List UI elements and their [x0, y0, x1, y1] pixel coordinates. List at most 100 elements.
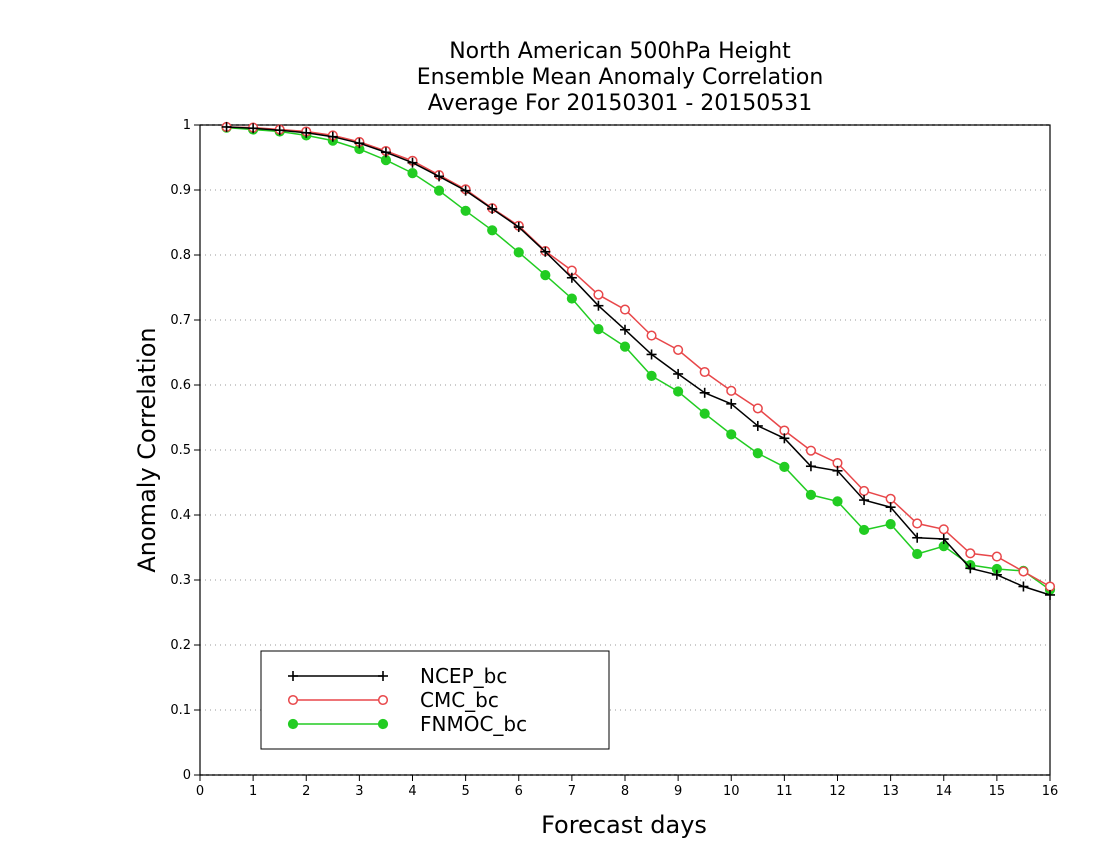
- open-circle-marker: [377, 694, 389, 706]
- plus-marker: [301, 127, 312, 138]
- filled-circle-marker: [805, 489, 817, 500]
- plus-marker: [620, 324, 630, 335]
- open-circle-marker: [991, 551, 1002, 562]
- x-tick-label: 15: [989, 784, 1006, 799]
- grid-lines: [200, 189, 1050, 711]
- open-circle-marker: [938, 524, 949, 535]
- filled-circle-marker: [566, 293, 577, 304]
- y-tick-label: 0.6: [170, 378, 191, 393]
- y-tick-label: 0.2: [170, 638, 191, 653]
- filled-circle-marker: [726, 429, 737, 440]
- chart-title-line-3: Average For 20150301 - 20150531: [428, 91, 813, 116]
- y-tick-label: 0: [183, 768, 191, 783]
- open-circle-marker: [885, 493, 896, 504]
- open-circle-marker: [287, 694, 299, 706]
- filled-circle-marker: [593, 324, 604, 335]
- filled-circle-marker: [912, 548, 923, 560]
- x-tick-label: 16: [1042, 784, 1059, 799]
- open-circle-marker: [619, 304, 631, 315]
- plus-marker: [288, 671, 298, 681]
- legend-entry: FNMOC_bc: [287, 712, 527, 736]
- series-cmc-bc: [221, 121, 1056, 592]
- plus-marker: [593, 300, 604, 311]
- x-tick-label: 4: [408, 784, 416, 799]
- y-tick-label: 0.9: [170, 183, 191, 198]
- legend-label: FNMOC_bc: [420, 712, 527, 736]
- series-line: [226, 126, 1051, 591]
- y-tick-label: 0.7: [170, 313, 191, 328]
- plus-marker: [434, 171, 445, 182]
- series-fnmoc-bc: [221, 122, 1056, 595]
- plus-marker: [912, 532, 923, 543]
- plus-marker: [540, 246, 551, 257]
- plus-marker: [699, 387, 710, 398]
- x-tick-label: 6: [515, 784, 523, 799]
- open-circle-marker: [593, 289, 604, 300]
- plus-marker: [407, 157, 418, 168]
- open-circle-marker: [912, 518, 923, 529]
- plus-marker: [646, 349, 657, 360]
- filled-circle-marker: [858, 524, 870, 536]
- filled-circle-marker: [646, 370, 657, 381]
- plus-marker: [805, 461, 816, 472]
- legend-entry: NCEP_bc: [288, 664, 507, 688]
- series-line: [226, 126, 1051, 596]
- open-circle-marker: [859, 485, 870, 497]
- chart-title-line-1: North American 500hPa Height: [449, 39, 791, 64]
- open-circle-marker: [1044, 581, 1056, 592]
- x-tick-label: 9: [674, 784, 682, 799]
- axis-ticks: 00.10.20.30.40.50.60.70.80.910 1 2 3 4 5 6 7 8 9 1…: [170, 118, 1058, 799]
- legend-label: NCEP_bc: [420, 664, 507, 688]
- open-circle-marker: [805, 445, 816, 456]
- x-tick-label: 2: [302, 784, 310, 799]
- filled-circle-marker: [832, 496, 843, 507]
- plus-marker: [832, 465, 843, 476]
- x-axis-title: Forecast days: [541, 811, 707, 839]
- filled-circle-marker: [540, 270, 551, 281]
- plus-marker: [752, 420, 763, 431]
- plus-marker: [885, 502, 896, 513]
- filled-circle-marker: [752, 448, 763, 459]
- filled-circle-marker: [433, 185, 445, 196]
- x-tick-label: 3: [355, 784, 363, 799]
- plus-marker: [380, 147, 391, 158]
- x-tick-label: 12: [829, 784, 846, 799]
- filled-circle-marker: [407, 168, 418, 179]
- plus-marker: [673, 368, 684, 379]
- x-tick-label: 8: [621, 784, 629, 799]
- filled-circle-marker: [487, 225, 498, 236]
- filled-circle-marker: [513, 247, 524, 258]
- plus-marker: [460, 185, 471, 196]
- filled-circle-marker: [673, 386, 684, 397]
- filled-circle-marker: [885, 519, 896, 530]
- legend-entry: CMC_bc: [287, 688, 499, 712]
- x-tick-label: 14: [935, 784, 952, 799]
- plus-marker: [566, 272, 577, 283]
- y-tick-label: 0.3: [170, 573, 191, 588]
- open-circle-marker: [673, 344, 684, 355]
- open-circle-marker: [965, 548, 976, 559]
- plus-marker: [938, 534, 949, 545]
- plus-marker: [1018, 581, 1029, 592]
- y-tick-label: 0.5: [170, 443, 191, 458]
- chart-title-line-2: Ensemble Mean Anomaly Correlation: [417, 65, 824, 90]
- plus-marker: [726, 398, 737, 409]
- plus-marker: [513, 222, 524, 233]
- plus-marker: [859, 495, 870, 506]
- series-line: [226, 126, 1051, 588]
- y-tick-label: 0.1: [170, 703, 191, 718]
- plus-marker: [221, 121, 232, 132]
- y-tick-label: 1: [183, 118, 191, 133]
- open-circle-marker: [646, 330, 657, 341]
- x-tick-label: 5: [461, 784, 469, 799]
- plus-marker: [487, 203, 498, 214]
- filled-circle-marker: [779, 461, 790, 472]
- series-ncep-bc: [221, 121, 1055, 600]
- filled-circle-marker: [699, 408, 710, 419]
- open-circle-marker: [1018, 566, 1029, 577]
- plus-marker: [965, 563, 976, 574]
- plus-marker: [1045, 589, 1055, 600]
- plus-marker: [248, 123, 259, 134]
